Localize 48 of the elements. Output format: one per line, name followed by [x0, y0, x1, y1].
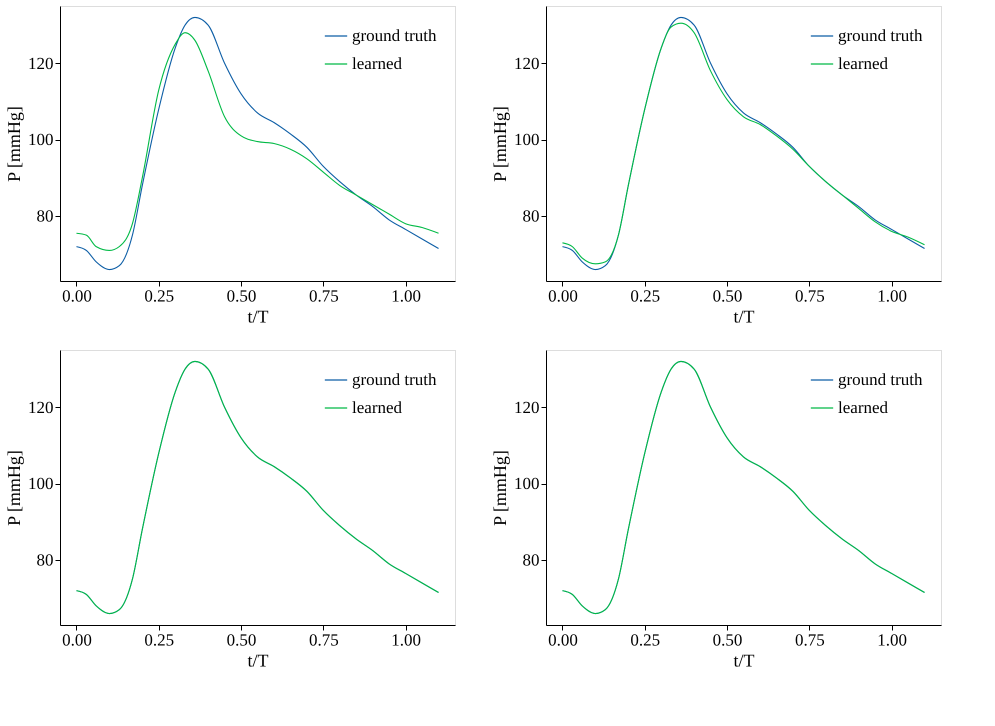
x-tick-label: 0.50 [712, 630, 742, 650]
x-axis-title: t/T [734, 650, 754, 670]
y-tick-label: 120 [514, 398, 540, 417]
x-tick-label: 1.00 [391, 630, 421, 650]
x-axis-title: t/T [734, 306, 754, 326]
x-tick-label: 1.00 [877, 630, 907, 650]
x-tick-label: 0.75 [794, 630, 825, 650]
legend-label: learned [838, 54, 889, 73]
legend-label: ground truth [838, 370, 924, 389]
x-tick-label: 0.00 [62, 630, 92, 650]
x-axis-title: t/T [248, 650, 268, 670]
y-tick-label: 100 [28, 130, 54, 150]
y-tick-label: 80 [36, 206, 54, 226]
x-tick-label: 0.50 [712, 286, 742, 306]
x-tick-label: 0.00 [548, 630, 578, 650]
y-axis-title: P [mmHg] [4, 106, 24, 182]
legend-label: learned [838, 398, 889, 417]
legend-label: ground truth [352, 26, 438, 45]
y-axis-title: P [mmHg] [490, 106, 510, 182]
x-tick-label: 0.75 [308, 286, 339, 306]
y-tick-label: 100 [514, 474, 540, 494]
y-axis-title: P [mmHg] [490, 450, 510, 526]
legend-label: learned [352, 398, 403, 417]
y-tick-label: 120 [514, 54, 540, 73]
x-tick-label: 0.25 [144, 630, 174, 650]
x-tick-label: 0.00 [548, 286, 578, 306]
legend-label: ground truth [838, 26, 924, 45]
y-tick-label: 80 [522, 550, 540, 570]
x-tick-label: 0.50 [226, 630, 256, 650]
y-axis-title: P [mmHg] [4, 450, 24, 526]
legend-label: learned [352, 54, 403, 73]
y-tick-label: 120 [28, 54, 54, 73]
x-tick-label: 0.50 [226, 286, 256, 306]
y-tick-label: 80 [522, 206, 540, 226]
y-tick-label: 80 [36, 550, 54, 570]
x-tick-label: 0.25 [630, 630, 660, 650]
y-tick-label: 100 [514, 130, 540, 150]
x-tick-label: 1.00 [391, 286, 421, 306]
x-tick-label: 0.25 [144, 286, 174, 306]
legend-label: ground truth [352, 370, 438, 389]
y-tick-label: 120 [28, 398, 54, 417]
y-tick-label: 100 [28, 474, 54, 494]
x-tick-label: 0.25 [630, 286, 660, 306]
x-axis-title: t/T [248, 306, 268, 326]
x-tick-label: 0.75 [794, 286, 825, 306]
x-tick-label: 0.00 [62, 286, 92, 306]
x-tick-label: 1.00 [877, 286, 907, 306]
x-tick-label: 0.75 [308, 630, 339, 650]
